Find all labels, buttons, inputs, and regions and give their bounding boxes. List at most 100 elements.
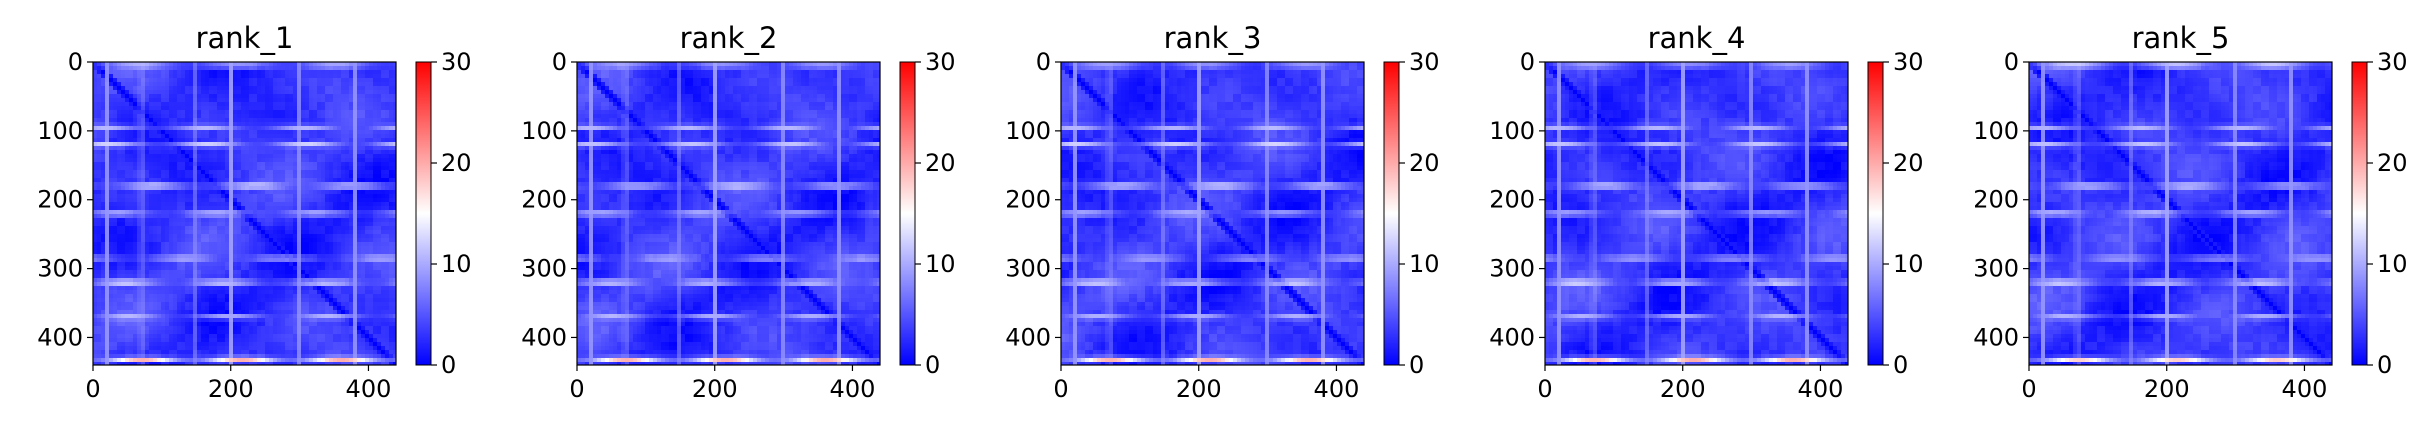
heatmap-cell — [369, 214, 374, 219]
heatmap-cell — [209, 182, 214, 187]
heatmap-cell — [317, 202, 322, 207]
heatmap-cell — [125, 206, 130, 211]
heatmap-cell — [177, 110, 182, 115]
heatmap-cell — [165, 78, 170, 83]
heatmap-cell — [289, 174, 294, 179]
heatmap-cell — [125, 186, 130, 191]
heatmap-cell — [105, 198, 110, 203]
heatmap-cell — [177, 126, 182, 131]
heatmap-cell — [105, 138, 110, 143]
heatmap-cell — [177, 210, 182, 215]
heatmap-cell — [173, 218, 178, 223]
heatmap-cell — [153, 170, 158, 175]
heatmap-cell — [181, 74, 186, 79]
heatmap-cell — [341, 62, 346, 67]
heatmap-cell — [257, 74, 262, 79]
heatmap-cell — [221, 162, 226, 167]
heatmap-cell — [353, 110, 358, 115]
heatmap-cell — [261, 182, 266, 187]
heatmap-cell — [93, 62, 98, 67]
heatmap-cell — [301, 70, 306, 75]
heatmap-cell — [141, 66, 146, 71]
heatmap-cell — [165, 70, 170, 75]
heatmap-cell — [377, 114, 382, 119]
heatmap-cell — [317, 226, 322, 231]
heatmap-cell — [189, 98, 194, 103]
heatmap-cell — [153, 218, 158, 223]
heatmap-cell — [105, 230, 110, 235]
heatmap-cell — [229, 198, 234, 203]
heatmap-cell — [233, 190, 238, 195]
heatmap-cell — [145, 198, 150, 203]
heatmap-cell — [193, 158, 198, 163]
heatmap-cell — [261, 146, 266, 151]
heatmap-cell — [93, 194, 98, 199]
heatmap-cell — [325, 126, 330, 131]
heatmap-cell — [345, 198, 350, 203]
heatmap-cell — [265, 86, 270, 91]
heatmap-cell — [93, 114, 98, 119]
heatmap-cell — [97, 110, 102, 115]
heatmap-cell — [317, 94, 322, 99]
heatmap-cell — [281, 186, 286, 191]
heatmap-cell — [309, 118, 314, 123]
heatmap-cell — [365, 218, 370, 223]
heatmap-cell — [169, 70, 174, 75]
heatmap-cell — [313, 134, 318, 139]
heatmap-cell — [377, 78, 382, 83]
heatmap-cell — [365, 206, 370, 211]
heatmap-cell — [173, 162, 178, 167]
heatmap-cell — [249, 190, 254, 195]
heatmap-cell — [265, 98, 270, 103]
heatmap-cell — [177, 94, 182, 99]
heatmap-cell — [357, 66, 362, 71]
heatmap-cell — [353, 190, 358, 195]
heatmap-cell — [141, 178, 146, 183]
heatmap-cell — [209, 186, 214, 191]
heatmap-cell — [189, 74, 194, 79]
heatmap-cell — [157, 222, 162, 227]
heatmap-cell — [233, 214, 238, 219]
heatmap-cell — [281, 90, 286, 95]
heatmap-cell — [373, 186, 378, 191]
heatmap-cell — [317, 102, 322, 107]
heatmap-cell — [177, 218, 182, 223]
heatmap-cell — [313, 210, 318, 215]
heatmap-cell — [381, 182, 386, 187]
heatmap-cell — [357, 226, 362, 231]
heatmap-cell — [109, 82, 114, 87]
heatmap-cell — [121, 98, 126, 103]
heatmap-cell — [225, 170, 230, 175]
heatmap-cell — [141, 150, 146, 155]
heatmap-cell — [249, 126, 254, 131]
heatmap-cell — [329, 166, 334, 171]
heatmap-cell — [133, 230, 138, 235]
heatmap-cell — [93, 178, 98, 183]
heatmap-cell — [201, 154, 206, 159]
heatmap-cell — [221, 158, 226, 163]
heatmap-cell — [377, 222, 382, 227]
heatmap-cell — [145, 138, 150, 143]
heatmap-cell — [93, 174, 98, 179]
heatmap-cell — [341, 150, 346, 155]
heatmap-cell — [317, 62, 322, 67]
heatmap-cell — [193, 210, 198, 215]
heatmap-cell — [225, 122, 230, 127]
heatmap-cell — [161, 114, 166, 119]
heatmap-cell — [157, 230, 162, 235]
heatmap-cell — [297, 190, 302, 195]
heatmap-cell — [149, 214, 154, 219]
heatmap-cell — [213, 158, 218, 163]
heatmap-cell — [297, 146, 302, 151]
heatmap-cell — [201, 186, 206, 191]
heatmap-cell — [329, 102, 334, 107]
heatmap-cell — [329, 82, 334, 87]
heatmap-cell — [217, 202, 222, 207]
heatmap-cell — [237, 134, 242, 139]
heatmap-cell — [105, 82, 110, 87]
heatmap-cell — [381, 102, 386, 107]
heatmap-cell — [373, 218, 378, 223]
heatmap-cell — [189, 102, 194, 107]
heatmap-cell — [165, 122, 170, 127]
heatmap-cell — [389, 114, 394, 119]
